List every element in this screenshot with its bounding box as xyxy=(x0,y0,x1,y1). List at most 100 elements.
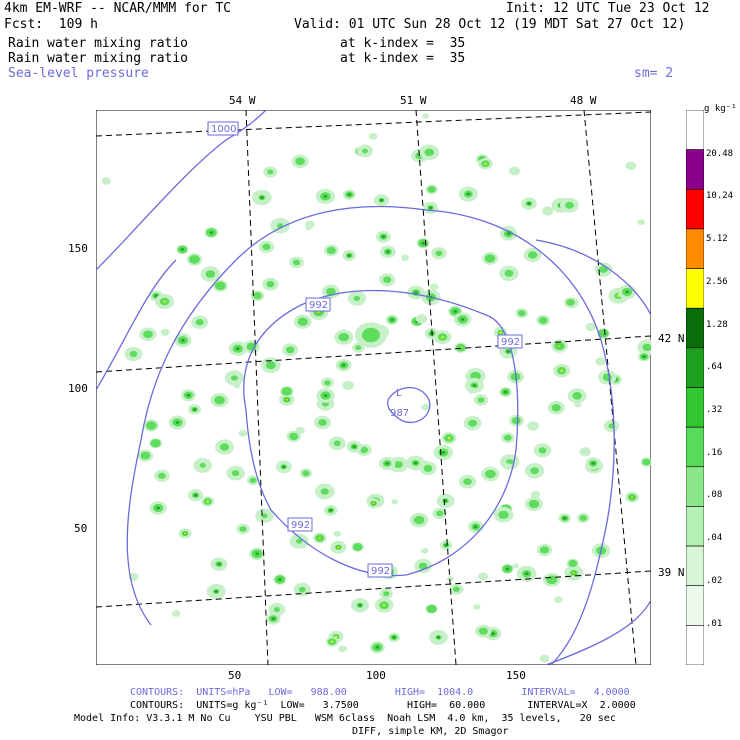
rain-cell xyxy=(286,346,295,354)
colorbar-swatch xyxy=(686,387,704,428)
rain-cell xyxy=(436,510,444,517)
init-time: Init: 12 UTC Tue 23 Oct 12 xyxy=(506,1,710,16)
contour-996 xyxy=(126,205,615,665)
smoothing-label: sm= 2 xyxy=(634,66,674,81)
rain-cell xyxy=(527,421,539,431)
rain-cell xyxy=(181,338,185,342)
rain-cell xyxy=(383,591,390,597)
rain-cell xyxy=(466,192,471,196)
contour-1000-west xyxy=(96,110,267,271)
lon-label-54w: 54 W xyxy=(229,94,256,107)
rain-cell xyxy=(255,552,259,556)
colorbar-swatch xyxy=(686,149,704,190)
y-tick-150: 150 xyxy=(68,242,88,255)
rain-cell xyxy=(195,318,204,326)
rain-cell xyxy=(566,299,575,306)
model-info-diffusion: DIFF, simple KM, 2D Smagor xyxy=(352,726,509,737)
rain-cell xyxy=(468,419,477,427)
rain-cell xyxy=(382,604,386,607)
colorbar-label: 2.56 xyxy=(706,277,728,287)
rain-cell xyxy=(422,460,429,466)
rain-cell xyxy=(386,250,390,254)
rain-cell xyxy=(477,397,485,403)
rain-cell xyxy=(441,451,446,454)
lon-label-48w: 48 W xyxy=(570,94,597,107)
rain-cell xyxy=(352,543,363,551)
rain-cell xyxy=(427,186,436,193)
rain-cell xyxy=(463,478,472,485)
colorbar-label: 1.28 xyxy=(706,320,728,330)
rain-cell xyxy=(302,470,310,477)
rain-cell xyxy=(595,357,606,366)
rain-cell xyxy=(539,654,550,663)
rain-cell xyxy=(392,635,396,639)
rain-cell xyxy=(484,254,496,263)
model-title: 4km EM-WRF -- NCAR/MMM for TC xyxy=(4,1,231,16)
colorbar-unit: g kg⁻¹ xyxy=(704,104,737,114)
rain-cell xyxy=(414,291,418,294)
contour-ne xyxy=(535,239,651,316)
colorbar-label: .02 xyxy=(706,576,723,586)
rain-cell xyxy=(231,470,240,477)
rain-cell xyxy=(424,148,435,157)
contour-992 xyxy=(243,289,519,577)
rain-cell xyxy=(498,510,509,519)
rain-cell xyxy=(379,198,384,202)
rain-cell xyxy=(585,322,597,332)
rain-cell xyxy=(324,380,331,386)
rain-cell xyxy=(160,328,170,336)
rain-cell xyxy=(285,398,289,401)
rain-cell xyxy=(233,382,241,389)
rain-cell xyxy=(214,395,225,405)
rain-cell xyxy=(292,259,301,266)
rain-cell xyxy=(517,310,526,317)
rain-cell xyxy=(503,390,508,394)
x-tick-150: 150 xyxy=(506,669,526,682)
rain-cell xyxy=(421,403,431,411)
rain-cell xyxy=(528,499,540,509)
contour-label-box-1000 xyxy=(207,121,239,136)
rain-cell xyxy=(484,162,487,165)
rain-cell xyxy=(266,281,275,288)
rain-cell xyxy=(206,500,209,503)
colorbar-swatch xyxy=(686,426,704,468)
rain-cell xyxy=(617,294,620,297)
model-info: Model Info: V3.3.1 M No Cu YSU PBL WSM 6… xyxy=(74,713,616,724)
rain-cell xyxy=(273,607,280,613)
colorbar-label: .08 xyxy=(706,490,723,500)
rain-cell xyxy=(562,516,567,520)
rain-cell xyxy=(383,276,392,284)
rain-cell xyxy=(530,490,541,499)
rain-cell xyxy=(530,467,539,475)
rain-cell xyxy=(375,646,380,649)
graticule xyxy=(96,110,651,665)
rain-cell xyxy=(554,596,563,603)
rain-cell xyxy=(347,193,352,196)
rain-cell xyxy=(192,408,197,411)
contour-label-layer: 1000 992 992 992 992 L 987 xyxy=(207,121,523,578)
colorbar-swatch xyxy=(686,506,704,547)
rain-cell xyxy=(249,477,257,483)
slp-contour-info: CONTOURS: UNITS=hPa LOW= 988.00 HIGH= 10… xyxy=(130,687,630,698)
field2-name: Rain water mixing ratio xyxy=(8,51,189,66)
parallel-42n xyxy=(96,335,651,373)
rain-cell xyxy=(143,330,153,339)
rain-cell xyxy=(642,355,646,358)
rain-cell xyxy=(260,196,264,199)
meridian-54w xyxy=(245,110,269,665)
contour-988 xyxy=(387,386,431,424)
rain-cell xyxy=(422,113,430,119)
rain-cell xyxy=(473,603,481,610)
colorbar-label: .64 xyxy=(706,362,723,372)
rain-cell xyxy=(352,445,357,448)
rain-cell xyxy=(156,506,160,510)
contour-label-box-992d xyxy=(367,563,393,578)
rain-cell xyxy=(140,451,151,460)
rain-cell xyxy=(560,369,563,372)
lon-label-51w: 51 W xyxy=(400,94,427,107)
field1-level: at k-index = 35 xyxy=(340,36,466,51)
rain-cell xyxy=(236,347,240,351)
rain-cell xyxy=(150,439,161,448)
rain-cell xyxy=(527,202,531,205)
rain-cell xyxy=(509,166,521,176)
